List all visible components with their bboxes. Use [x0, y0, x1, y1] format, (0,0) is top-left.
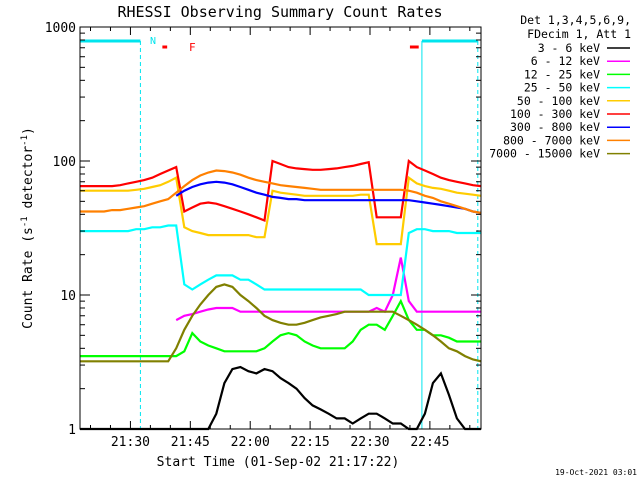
series-line-8: [80, 169, 482, 214]
y-axis-label-part2: detector: [21, 146, 36, 217]
y-axis-label-sup2: -1: [20, 135, 30, 146]
x-tick-label: 22:30: [350, 435, 389, 450]
y-tick-label: 1000: [45, 21, 76, 36]
x-axis-ticks: 21:30 21:45 22:00 22:15 22:30 22:45: [90, 27, 471, 450]
night-label: N: [150, 36, 156, 47]
series-line-9: [80, 283, 482, 363]
legend-label-4: 25 - 50 keV: [524, 81, 600, 95]
y-tick-label: 1: [68, 423, 76, 438]
legend-label-3: 12 - 25 keV: [524, 67, 600, 81]
overlay-markers: [80, 39, 479, 429]
y-axis-label-part1: Count Rate (s: [21, 227, 36, 329]
series-line-2: [175, 257, 481, 322]
series-line-6: [80, 158, 482, 223]
legend-label-5: 50 - 100 keV: [517, 94, 600, 108]
legend-label-9: 7000 - 15000 keV: [489, 147, 600, 161]
legend-label-8: 800 - 7000 keV: [503, 133, 600, 147]
series-layer: [80, 158, 482, 431]
legend-label-6: 100 - 300 keV: [510, 107, 600, 121]
x-tick-label: 21:45: [171, 435, 210, 450]
series-line-3: [80, 298, 481, 358]
timestamp: 19-Oct-2021 03:01: [555, 468, 637, 477]
x-tick-label: 21:30: [111, 435, 150, 450]
x-tick-label: 22:00: [231, 435, 270, 450]
attenuator-label: F: [189, 41, 196, 54]
y-axis-ticks: 1 10 100 1000: [45, 21, 481, 438]
x-tick-label: 22:45: [410, 435, 449, 450]
y-axis-label-part3: ): [21, 127, 36, 135]
y-axis-label: Count Rate (s-1 detector-1): [20, 127, 36, 329]
y-tick-label: 100: [53, 155, 76, 170]
legend-header-line2: FDecim 1, Att 1: [527, 27, 631, 41]
legend-label-7: 300 - 800 keV: [510, 120, 600, 134]
y-tick-label: 10: [60, 289, 76, 304]
legend-label-1: 3 - 6 keV: [538, 41, 600, 55]
series-line-5: [80, 175, 482, 246]
series-line-4: [80, 224, 481, 297]
x-tick-label: 22:15: [291, 435, 330, 450]
y-axis-label-sup1: -1: [20, 216, 30, 227]
chart-title: RHESSI Observing Summary Count Rates: [117, 3, 442, 21]
legend-header-line1: Det 1,3,4,5,6,9,: [520, 13, 631, 27]
plot-frame: [79, 26, 482, 430]
series-line-7: [175, 180, 482, 214]
legend-label-2: 6 - 12 keV: [531, 54, 600, 68]
legend: Det 1,3,4,5,6,9, FDecim 1, Att 1 3 - 6 k…: [489, 13, 631, 161]
x-axis-label: Start Time (01-Sep-02 21:17:22): [157, 455, 400, 470]
